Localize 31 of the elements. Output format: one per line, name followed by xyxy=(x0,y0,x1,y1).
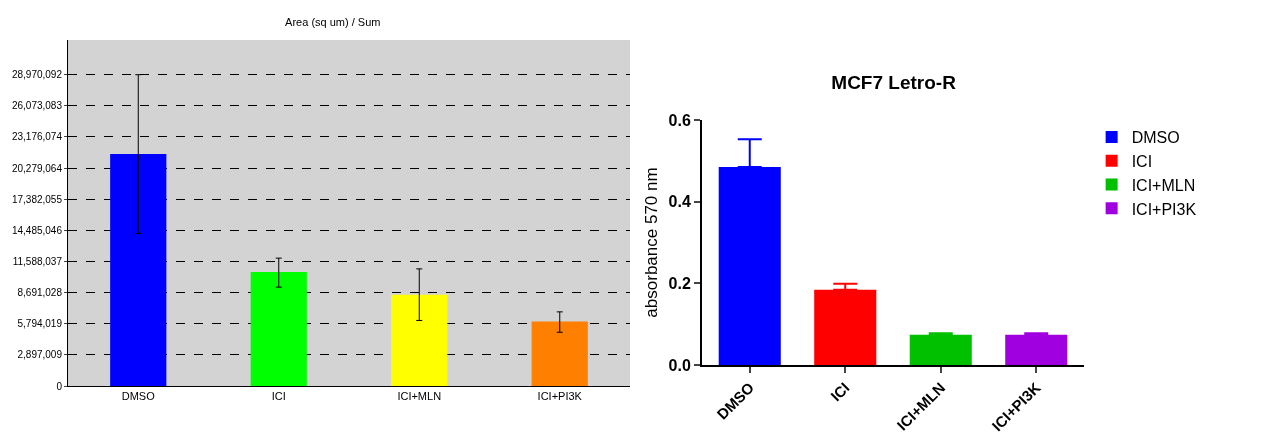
y-tick-label: 8,691,028 xyxy=(17,287,63,299)
x-tick-label: ICI+PI3K xyxy=(537,390,583,403)
x-tick-label: ICI xyxy=(271,390,286,403)
bar xyxy=(391,294,448,386)
y-tick-label: 5,794,019 xyxy=(17,318,63,330)
x-tick-label: DMSO xyxy=(121,390,156,403)
legend-label: ICI+MLN xyxy=(1131,176,1196,194)
legend-label: ICI xyxy=(1131,152,1153,170)
y-tick-label: 0.6 xyxy=(668,111,691,129)
y-axis-title: absorbance 570 nm xyxy=(642,167,661,318)
y-tick-label: 0 xyxy=(56,380,63,392)
y-tick-label: 17,382,055 xyxy=(11,193,63,205)
y-tick-label: 26,073,083 xyxy=(11,100,63,112)
chart-title: MCF7 Letro-R xyxy=(831,72,957,94)
bar xyxy=(250,272,307,386)
bar xyxy=(110,153,167,386)
y-tick-label: 20,279,064 xyxy=(11,162,63,174)
y-tick-label: 0.2 xyxy=(668,274,691,292)
y-tick-label: 0.4 xyxy=(668,193,691,211)
y-tick-label: 0.0 xyxy=(668,356,691,374)
y-tick-label: 2,897,009 xyxy=(17,349,63,361)
x-tick-label: ICI+MLN xyxy=(397,390,442,403)
x-tick-label: ICI xyxy=(827,378,853,405)
y-tick-label: 23,176,074 xyxy=(11,131,63,143)
legend-label: ICI+PI3K xyxy=(1131,200,1197,218)
y-tick-label: 28,970,092 xyxy=(11,69,63,81)
y-tick-label: 14,485,046 xyxy=(11,224,63,236)
legend-label: DMSO xyxy=(1131,129,1180,147)
chart-title: Area (sq um) / Sum xyxy=(285,15,381,28)
y-tick-label: 11,588,037 xyxy=(12,255,63,267)
bar xyxy=(531,321,588,386)
